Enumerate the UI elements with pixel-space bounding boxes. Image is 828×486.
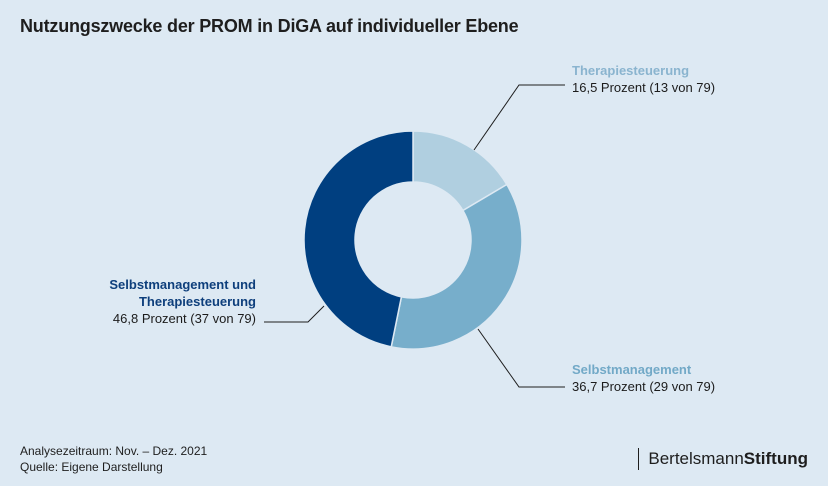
label-selbstmanagement-und-therapiesteuerung: Selbstmanagement und Therapiesteuerung 4… — [109, 276, 256, 327]
segment-value-selbstmanagement: 36,7 Prozent (29 von 79) — [572, 379, 716, 394]
label-selbstmanagement: Selbstmanagement 36,7 Prozent (29 von 79… — [572, 361, 715, 395]
label-therapiesteuerung: Therapiesteuerung 16,5 Prozent (13 von 7… — [572, 62, 715, 96]
chart-title: Nutzungszwecke der PROM in DiGA auf indi… — [20, 16, 519, 36]
slice-selbstmanagement — [390, 183, 523, 350]
segment-value-kombiniert: 46,8 Prozent (37 von 79) — [112, 311, 256, 326]
segment-name-kombiniert-line2: Therapiesteuerung — [138, 294, 256, 309]
bertelsmann-stiftung-logo: Bertelsmann Stiftung — [637, 448, 808, 470]
leader-line-selbstmanagement — [477, 328, 565, 388]
logo-text-bertelsmann: Bertelsmann — [648, 449, 744, 468]
leader-line-kombiniert — [264, 305, 325, 323]
source-note: Quelle: Eigene Darstellung — [20, 460, 163, 474]
leader-line-therapiesteuerung — [473, 84, 565, 151]
logo-text-stiftung: Stiftung — [743, 449, 808, 468]
segment-name-kombiniert-line1: Selbstmanagement und — [109, 277, 256, 292]
segment-value-therapiesteuerung: 16,5 Prozent (13 von 79) — [572, 80, 716, 95]
logo-divider — [637, 448, 640, 470]
analysis-period: Analysezeitraum: Nov. – Dez. 2021 — [20, 444, 208, 458]
segment-name-selbstmanagement: Selbstmanagement — [572, 362, 692, 377]
slice-selbstmanagement-und-therapiesteuerung — [303, 130, 414, 348]
footer-notes: Analysezeitraum: Nov. – Dez. 2021 Quelle… — [20, 443, 207, 475]
segment-name-therapiesteuerung: Therapiesteuerung — [572, 63, 690, 78]
